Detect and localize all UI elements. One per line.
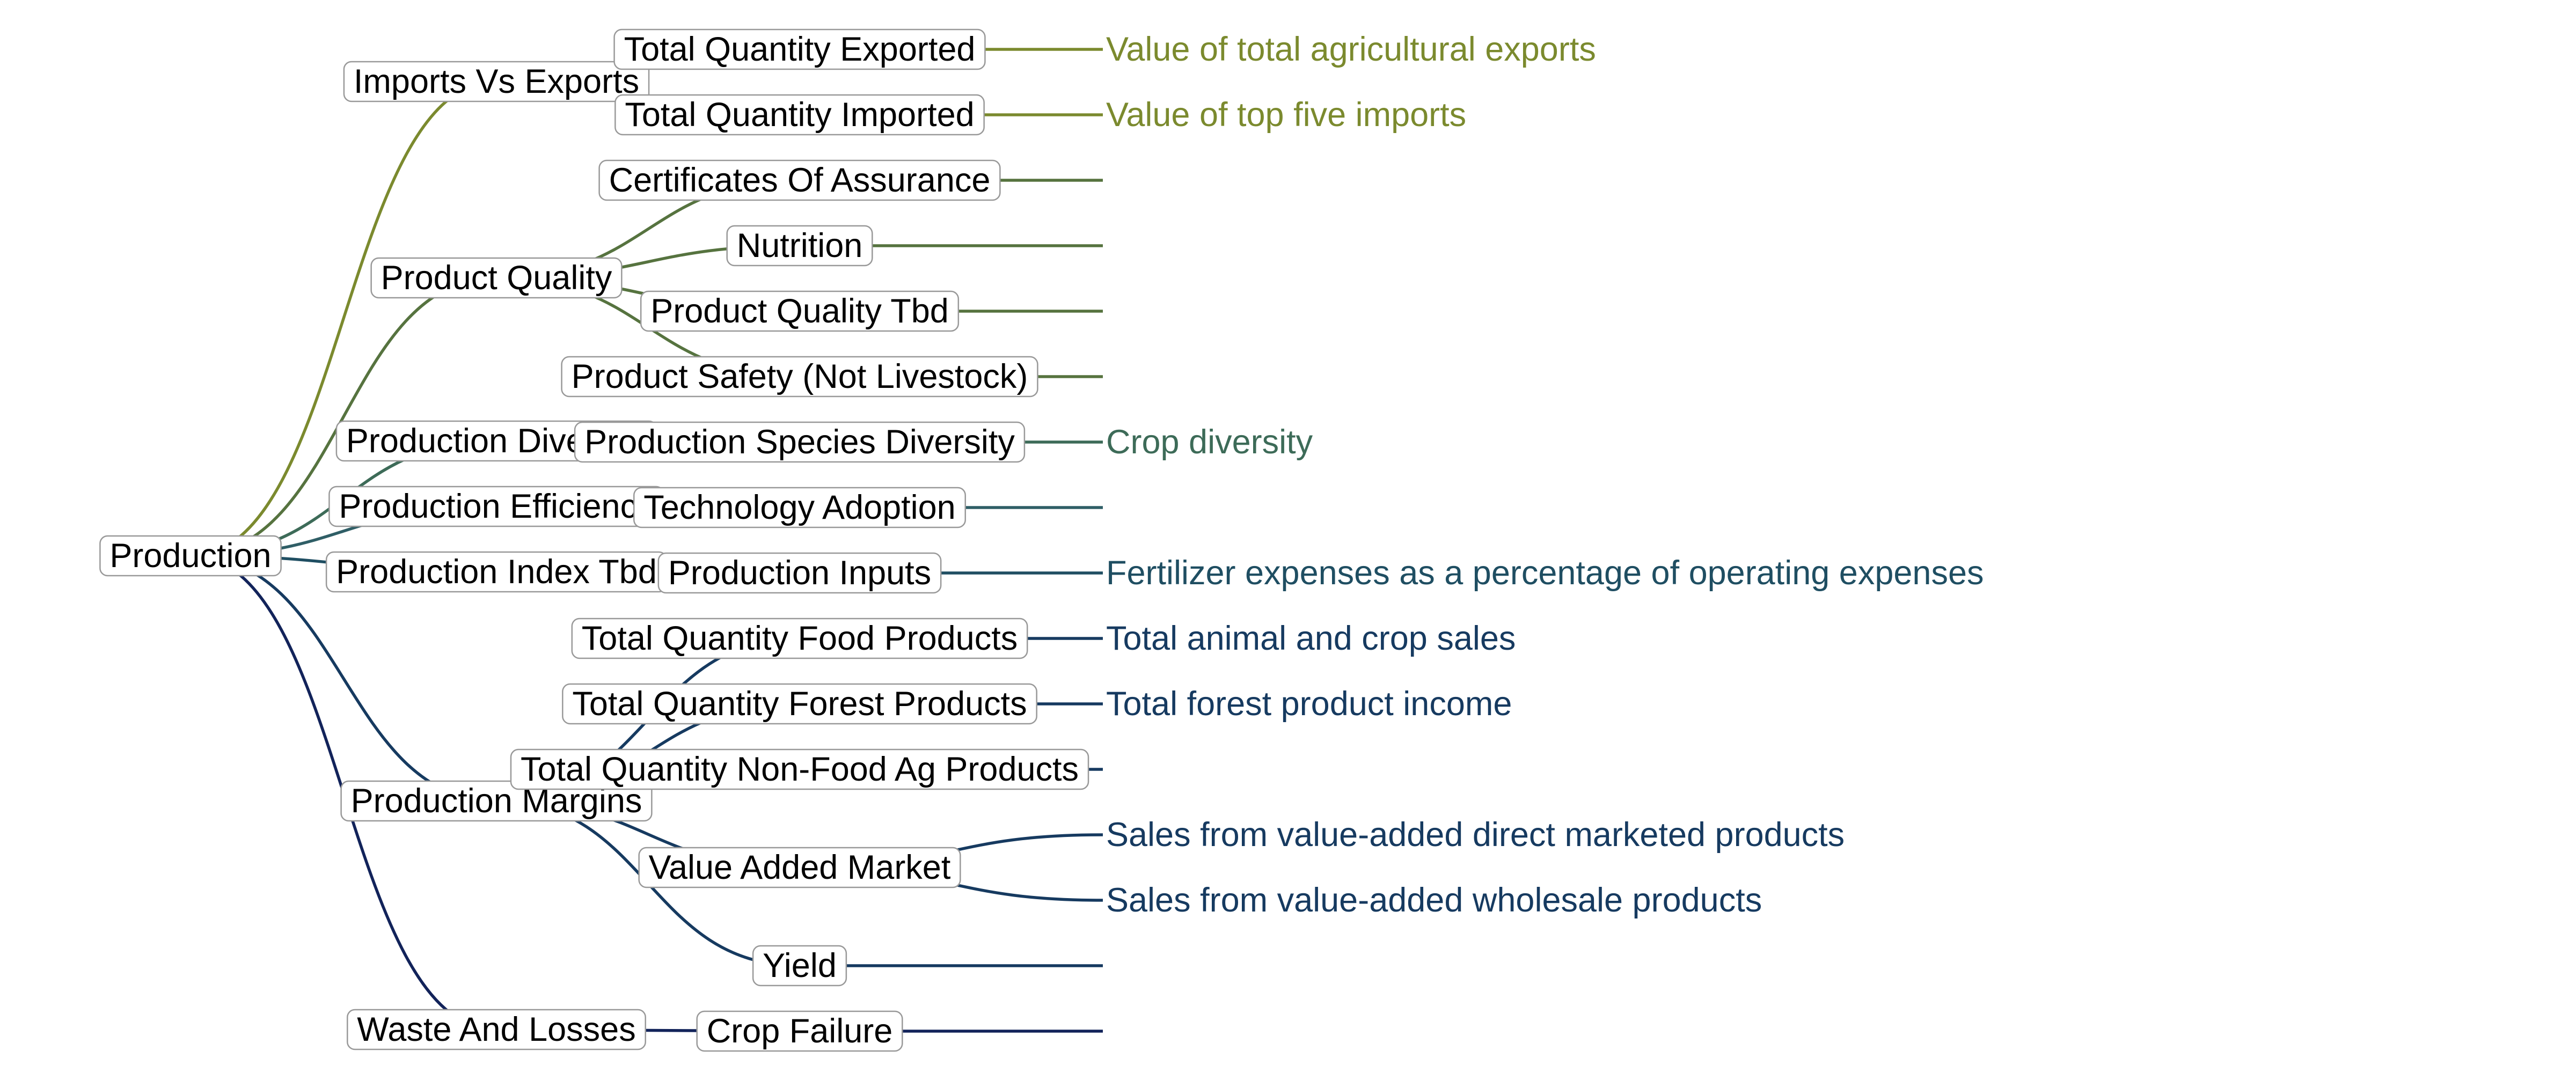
child-node-label: Product Safety (Not Livestock) — [572, 358, 1028, 395]
child-node-label: Technology Adoption — [643, 489, 955, 526]
leaf-label: Sales from value-added wholesale product… — [1106, 881, 1762, 919]
child-node[interactable]: Total Quantity Non-Food Ag Products — [510, 748, 1089, 790]
root-node-label: Production — [109, 537, 271, 575]
branch-node-label: Production Efficiency — [339, 488, 654, 525]
child-node[interactable]: Product Safety (Not Livestock) — [561, 356, 1038, 398]
root-node[interactable]: Production — [99, 535, 282, 577]
branch-node[interactable]: Product Quality — [370, 257, 623, 299]
child-node[interactable]: Production Species Diversity — [574, 421, 1026, 463]
child-node[interactable]: Certificates Of Assurance — [598, 159, 1001, 201]
leaf-label: Total animal and crop sales — [1106, 620, 1516, 657]
leaf-label: Value of total agricultural exports — [1106, 31, 1596, 68]
child-node[interactable]: Product Quality Tbd — [640, 290, 960, 332]
child-node-label: Total Quantity Food Products — [582, 620, 1018, 657]
branch-node[interactable]: Production Efficiency — [328, 486, 664, 527]
leaf-label: Value of top five imports — [1106, 96, 1466, 134]
child-node[interactable]: Total Quantity Exported — [613, 28, 986, 70]
leaf-label: Crop diversity — [1106, 423, 1313, 461]
branch-node[interactable]: Imports Vs Exports — [343, 61, 650, 102]
tree-nodes: Production Waste And Losses Production Mar… — [99, 28, 1089, 1052]
child-node[interactable]: Nutrition — [726, 225, 873, 267]
child-node-label: Yield — [763, 947, 837, 984]
leaf-label: Fertilizer expenses as a percentage of o… — [1106, 554, 1984, 592]
child-node-label: Total Quantity Non-Food Ag Products — [521, 751, 1079, 788]
branch-node-label: Imports Vs Exports — [354, 63, 639, 100]
child-node[interactable]: Total Quantity Food Products — [571, 618, 1028, 659]
child-node-label: Production Species Diversity — [584, 423, 1015, 461]
child-node-label: Nutrition — [737, 227, 863, 264]
child-node-label: Total Quantity Exported — [624, 31, 976, 68]
child-node-label: Value Added Market — [649, 849, 951, 886]
link-root-to-branch-0 — [190, 80, 497, 557]
child-node[interactable]: Crop Failure — [696, 1010, 903, 1052]
branch-node-label: Production Index Tbd — [336, 553, 657, 591]
branch-node[interactable]: Waste And Losses — [347, 1009, 646, 1050]
link-root-to-branch-5 — [190, 554, 497, 803]
branch-node-label: Waste And Losses — [357, 1011, 635, 1048]
child-node-label: Certificates Of Assurance — [609, 161, 991, 199]
child-node-label: Production Inputs — [668, 554, 931, 592]
child-node[interactable]: Production Inputs — [657, 552, 942, 594]
branch-node[interactable]: Production Margins — [340, 780, 653, 822]
leaf-label: Sales from value-added direct marketed p… — [1106, 816, 1845, 854]
child-node[interactable]: Total Quantity Imported — [614, 94, 985, 136]
child-node[interactable]: Value Added Market — [638, 847, 961, 888]
child-node-label: Total Quantity Forest Products — [572, 685, 1027, 723]
child-node-label: Crop Failure — [707, 1012, 893, 1050]
child-node[interactable]: Yield — [752, 945, 847, 987]
branch-node-label: Product Quality — [381, 259, 612, 297]
branch-node[interactable]: Production Index Tbd — [325, 551, 668, 593]
child-node-label: Product Quality Tbd — [650, 292, 949, 330]
child-node[interactable]: Total Quantity Forest Products — [562, 683, 1037, 725]
tree-leaf-labels: Value of total agricultural exports Value… — [1106, 31, 1984, 919]
leaf-label: Total forest product income — [1106, 685, 1512, 723]
child-node[interactable]: Technology Adoption — [633, 487, 966, 528]
child-node-label: Total Quantity Imported — [625, 96, 974, 134]
